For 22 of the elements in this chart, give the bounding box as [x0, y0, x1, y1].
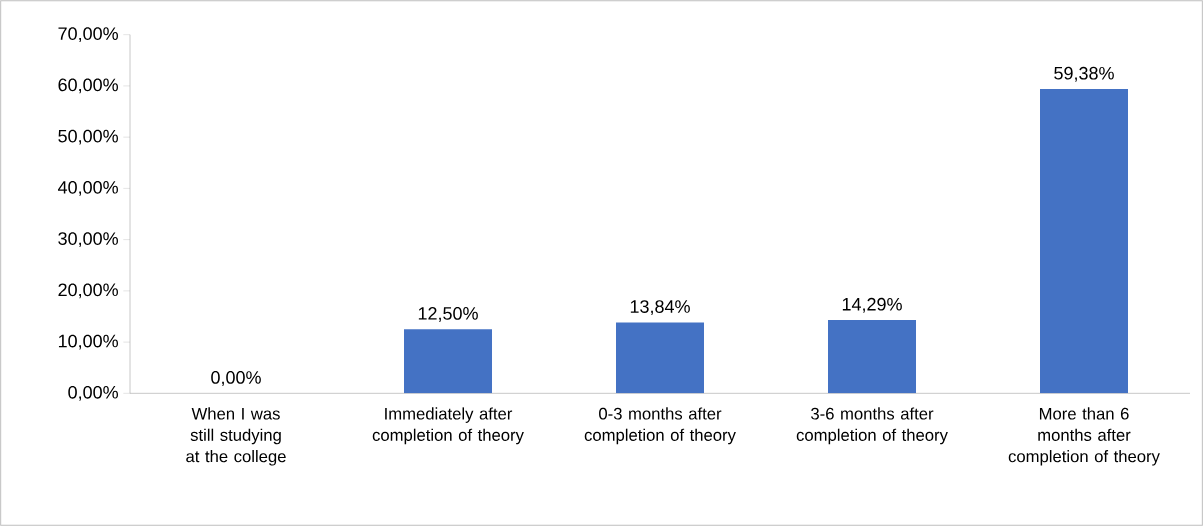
- data-label: 0,00%: [211, 371, 261, 386]
- data-label: 13,84%: [630, 300, 690, 316]
- y-tick-label: 60,00%: [58, 78, 118, 94]
- x-tick-label: Immediately after completion of theory: [372, 407, 524, 445]
- y-tick-label: 70,00%: [58, 27, 118, 43]
- y-tick-label: 40,00%: [58, 180, 118, 196]
- bar: [616, 322, 704, 394]
- data-label: 14,29%: [842, 297, 902, 313]
- data-label: 59,38%: [1054, 66, 1114, 82]
- bar: [404, 329, 493, 394]
- y-tick-label: 0,00%: [68, 385, 118, 401]
- data-label: 12,50%: [418, 307, 478, 322]
- x-tick-label: 0-3 months after completion of theory: [584, 407, 736, 445]
- y-tick-label: 50,00%: [58, 129, 118, 145]
- bar: [1040, 89, 1129, 394]
- y-tick-label: 30,00%: [58, 232, 118, 248]
- y-tick-label: 10,00%: [58, 334, 118, 350]
- x-tick-label: More than 6 months after completion of theory: [1008, 407, 1160, 466]
- x-tick-label: 3-6 months after completion of theory: [796, 407, 948, 445]
- x-tick-label: When I was still studying at the college: [186, 407, 286, 466]
- y-tick-label: 20,00%: [58, 283, 118, 299]
- bar: [828, 320, 917, 394]
